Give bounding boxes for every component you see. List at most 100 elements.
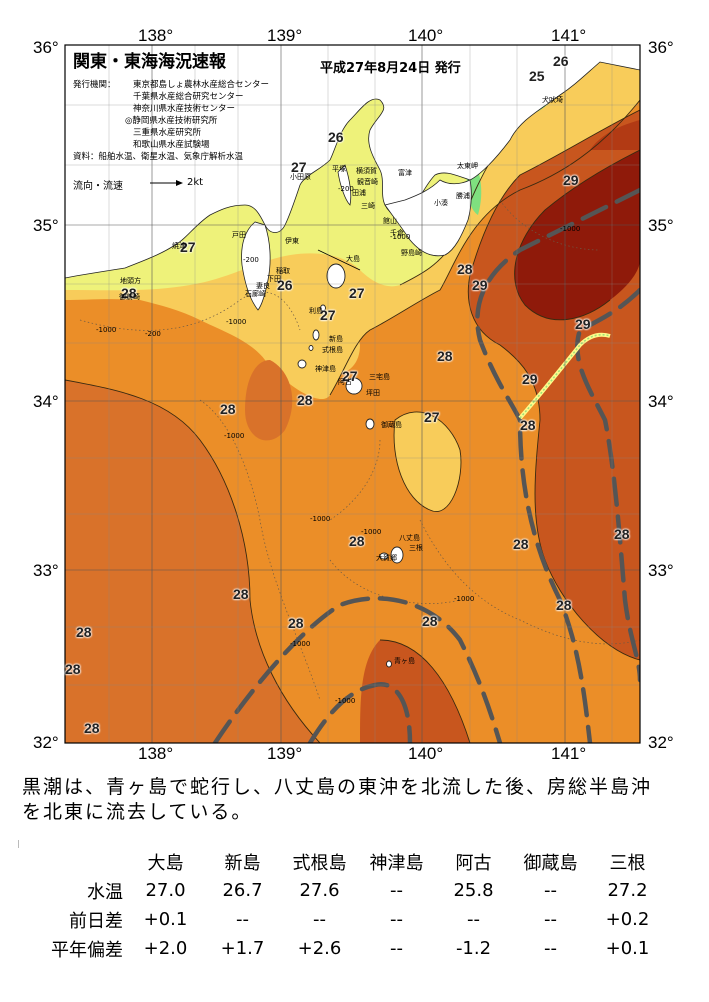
data-sources: 資料：船舶水温、衛星水温、気象庁解析水温	[73, 152, 244, 162]
island-temperature-table: 大島 新島 式根島 神津島 阿古 御蔵島 三根 水温 27.0 26.7 27.…	[18, 847, 666, 963]
table-row: 前日差 +0.1 -- -- -- -- -- +0.2	[18, 905, 666, 934]
temp-label: 27	[349, 285, 365, 301]
table-cell: +0.1	[143, 909, 188, 930]
temp-label: 27	[320, 307, 336, 323]
depth-label: -1000	[96, 326, 117, 334]
place-kozushima: 神津島	[315, 365, 336, 373]
place-heda: 戸田	[232, 231, 246, 239]
table-cell: 27.6	[299, 880, 340, 901]
lon-label-top: 138°	[138, 26, 174, 45]
table-cell: --	[544, 909, 557, 930]
issuer-item: 東京都島しょ農林水産総合センター	[133, 80, 270, 90]
temp-label: 28	[520, 417, 536, 433]
lat-lon-grid	[65, 45, 640, 743]
temp-label: 25	[529, 68, 545, 84]
island-hachijojima	[390, 546, 404, 564]
kuroshio-description: 黒潮は、青ヶ島で蛇行し、八丈島の東沖を北流した後、房総半島沖を北東に流去している…	[22, 776, 653, 823]
island-miyakejima	[345, 377, 363, 395]
column-header: 式根島	[292, 852, 347, 874]
depth-label: -1000	[560, 225, 581, 233]
temp-label: 26	[277, 277, 293, 293]
lat-label-right: 36°	[648, 38, 674, 57]
table-cell: +0.2	[605, 909, 650, 930]
temp-label: 27	[180, 239, 196, 255]
place-oshima: 大島	[346, 255, 360, 263]
temp-label: 28	[556, 597, 572, 613]
issuer-item: 三重県水産研究所	[133, 128, 202, 138]
temp-label: 26	[553, 53, 569, 69]
lat-label-right: 35°	[648, 216, 674, 235]
temp-label: 28	[288, 615, 304, 631]
temp-label: 28	[513, 536, 529, 552]
lon-label-top: 141°	[551, 26, 587, 45]
depth-label: -1000	[290, 640, 311, 648]
lat-label-left: 35°	[33, 216, 59, 235]
place-katsuura: 勝浦	[456, 192, 470, 200]
sea-30-area	[514, 150, 640, 320]
land-izu-peninsula	[241, 221, 271, 311]
temp-label: 28	[76, 624, 92, 640]
temp-label: 29	[563, 172, 579, 188]
lat-label-right: 34°	[648, 392, 674, 411]
lat-label-right: 32°	[648, 733, 674, 752]
table-row: 平年偏差 +2.0 +1.7 +2.6 -- -1.2 -- +0.1	[18, 934, 666, 963]
table-cell: --	[467, 909, 480, 930]
table-cell: --	[544, 938, 557, 959]
lat-label-right: 33°	[648, 561, 674, 580]
divider-tick	[18, 840, 19, 848]
place-toshima: 利島	[309, 307, 323, 315]
table-cell: 27.0	[145, 880, 186, 901]
depth-label: -1000	[454, 595, 475, 603]
place-inubozaki: 犬吠埼	[542, 96, 563, 104]
column-header: 御蔵島	[523, 852, 578, 874]
place-ito: 伊東	[285, 237, 299, 245]
row-label: 水温	[87, 881, 123, 903]
table-cell: -1.2	[455, 938, 492, 959]
place-odawara: 小田原	[290, 173, 311, 181]
lat-label-left: 33°	[33, 561, 59, 580]
issuer-item: 神奈川県水産技術センター	[133, 104, 236, 114]
temp-label: 26	[328, 129, 344, 145]
table-cell: --	[313, 909, 326, 930]
temp-label: 28	[84, 720, 100, 736]
place-chikura: 千倉	[390, 229, 404, 237]
islands	[297, 263, 404, 668]
place-shimoda: 下田	[267, 275, 281, 283]
temp-label: 29	[472, 277, 488, 293]
temp-label: 29	[522, 371, 538, 387]
place-mikurajima: 御蔵島	[381, 421, 402, 429]
table-cell: +2.6	[297, 938, 342, 959]
place-ago: 阿古	[338, 378, 352, 386]
depth-label: -1000	[390, 233, 411, 241]
temp-label: 27	[424, 409, 440, 425]
lon-label-top: 140°	[408, 26, 444, 45]
depth-contours	[79, 199, 640, 701]
depth-label: -1000	[310, 515, 331, 523]
lon-label-bottom: 141°	[551, 744, 587, 763]
place-hachijojima: 八丈島	[399, 534, 420, 542]
column-header: 大島	[147, 852, 184, 874]
place-yaizu: 焼津	[172, 242, 186, 250]
issuer-label: 発行機関：	[73, 80, 116, 90]
table-header-row: 大島 新島 式根島 神津島 阿古 御蔵島 三根	[18, 847, 666, 876]
place-jizokata: 地頭方	[120, 277, 141, 285]
lat-label-left: 34°	[33, 392, 59, 411]
temp-label: 28	[121, 285, 137, 301]
temp-label: 28	[457, 261, 473, 277]
table-cell: --	[390, 880, 403, 901]
place-kominato: 小湊	[434, 199, 448, 207]
depth-label: -200	[145, 330, 161, 338]
row-label: 平年偏差	[51, 939, 123, 961]
temp-label: 28	[65, 661, 81, 677]
place-misaki: 三崎	[361, 202, 375, 210]
temp-label: 29	[575, 316, 591, 332]
place-yaene: 大賀郷	[376, 554, 397, 562]
table-cell: --	[390, 938, 403, 959]
depth-label: -1000	[226, 318, 247, 326]
issuer-item: ◎静岡県水産技術研究所	[125, 116, 218, 126]
table-cell: --	[544, 880, 557, 901]
column-header: 新島	[224, 852, 261, 874]
island-oshima	[326, 263, 346, 289]
flow-legend-speed: 2kt	[187, 177, 204, 188]
column-header: 神津島	[369, 852, 424, 874]
